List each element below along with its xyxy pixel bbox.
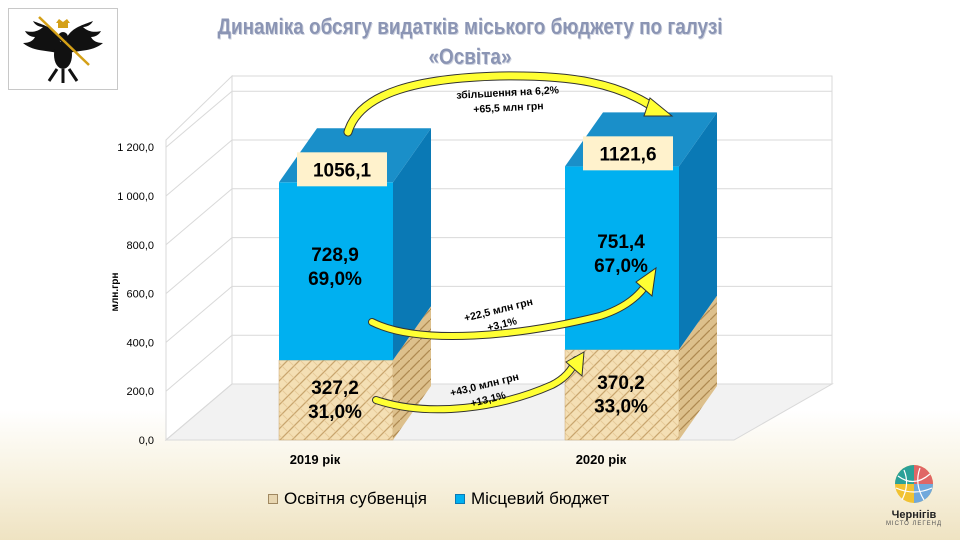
chart-legend: Освітня субвенція Місцевий бюджет [268,489,609,509]
annotation-arrow-subvention-fill [373,357,579,413]
annotation-arrow-total-fill [344,72,664,136]
gridline-side [165,139,233,197]
gridline-side [165,188,233,246]
logo-tagline: МІСТО ЛЕГЕНД [885,521,943,527]
bar-subvention-side [679,295,717,440]
x-axis-labels: 2019 рік 2020 рік [290,452,627,467]
bar-local-budget-label: 751,4 67,0% [594,232,648,277]
annotation-arrowhead-subvention [565,351,585,378]
x-category-label: 2020 рік [576,452,627,467]
total-label: 1121,6 [599,144,656,165]
annotation-total-line-1: збільшення на 6,2% [456,84,560,101]
total-label: 1056,1 [313,160,372,181]
legend-label-subvention: Освітня субвенція [284,489,427,508]
legend-swatch-local [454,494,465,504]
bar-local-budget [279,182,393,361]
y-axis: 0,0 200,0 400,0 600,0 800,0 1 000,0 1 200,0 [117,142,154,447]
total-label-box [297,152,387,187]
chart-title: Динаміка обсягу видатків міського бюджет… [178,12,763,72]
gridline-side [165,383,233,441]
y-tick-label: 1 200,0 [117,142,154,154]
bar-local-budget-label: 728,9 69,0% [308,245,362,290]
y-tick-label: 200,0 [126,386,154,398]
x-category-label: 2019 рік [290,452,341,467]
bar-local-budget-side [679,112,717,350]
y-tick-label: 0,0 [139,435,154,447]
bar-local-budget-side [393,128,431,361]
title-line-1: Динаміка обсягу видатків міського бюджет… [217,14,723,39]
legend-swatch-subvention [268,494,278,504]
eagle-wing-right [63,21,103,55]
annotation-arrowhead-total [643,97,674,117]
y-tick-label: 1 000,0 [117,191,154,203]
eagle-wing-left [23,21,63,55]
total-label-box [583,136,673,171]
y-tick-label: 400,0 [126,337,154,349]
title-line-2: «Освіта» [428,44,512,69]
y-axis-label: млн.грн [110,273,121,312]
bar-subvention-label: 370,2 33,0% [594,373,648,418]
y-tick-label: 800,0 [126,240,154,252]
annotation-total: збільшення на 6,2% +65,5 млн грн [456,84,560,116]
annotation-arrow-local-fill [369,279,651,339]
annotation-arrowhead-local [635,266,657,297]
gridline-side [165,237,233,294]
annotation-total-line-2: +65,5 млн грн [473,100,544,116]
coat-of-arms-emblem [8,8,118,90]
gridline-side [165,90,233,148]
bars: 1056,1 728,9 69,0% 327,2 31,0% 1121,6 751,4 67,… [278,112,717,441]
gridline-side [165,334,233,392]
side-wall [165,74,233,442]
yarn-ball-icon [895,465,933,503]
y-tick-label: 600,0 [126,289,154,301]
city-logo: Чернігів МІСТО ЛЕГЕНД [880,462,948,534]
logo-name: Чернігів [891,509,937,521]
legend-label-local: Місцевий бюджет [470,489,610,508]
bar-subvention-label: 327,2 31,0% [308,378,362,423]
gridline-side [165,286,233,343]
